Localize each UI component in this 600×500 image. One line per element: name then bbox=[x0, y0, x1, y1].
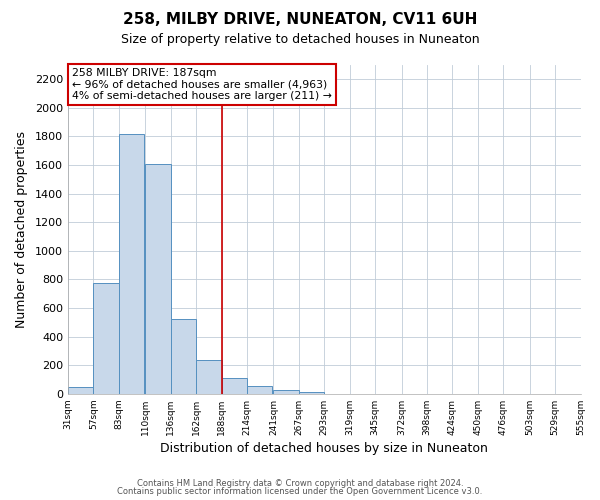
Bar bbox=[171, 320, 196, 394]
Bar bbox=[247, 386, 272, 394]
X-axis label: Distribution of detached houses by size in Nuneaton: Distribution of detached houses by size … bbox=[160, 442, 488, 455]
Bar bbox=[196, 360, 221, 394]
Bar bbox=[119, 134, 145, 394]
Bar bbox=[221, 378, 247, 394]
Bar bbox=[145, 164, 171, 394]
Y-axis label: Number of detached properties: Number of detached properties bbox=[15, 131, 28, 328]
Bar bbox=[299, 392, 324, 394]
Text: Contains HM Land Registry data © Crown copyright and database right 2024.: Contains HM Land Registry data © Crown c… bbox=[137, 478, 463, 488]
Text: 258 MILBY DRIVE: 187sqm
← 96% of detached houses are smaller (4,963)
4% of semi-: 258 MILBY DRIVE: 187sqm ← 96% of detache… bbox=[72, 68, 332, 101]
Text: Contains public sector information licensed under the Open Government Licence v3: Contains public sector information licen… bbox=[118, 487, 482, 496]
Bar bbox=[274, 390, 299, 394]
Text: 258, MILBY DRIVE, NUNEATON, CV11 6UH: 258, MILBY DRIVE, NUNEATON, CV11 6UH bbox=[123, 12, 477, 28]
Text: Size of property relative to detached houses in Nuneaton: Size of property relative to detached ho… bbox=[121, 32, 479, 46]
Bar bbox=[68, 386, 94, 394]
Bar bbox=[94, 283, 119, 394]
